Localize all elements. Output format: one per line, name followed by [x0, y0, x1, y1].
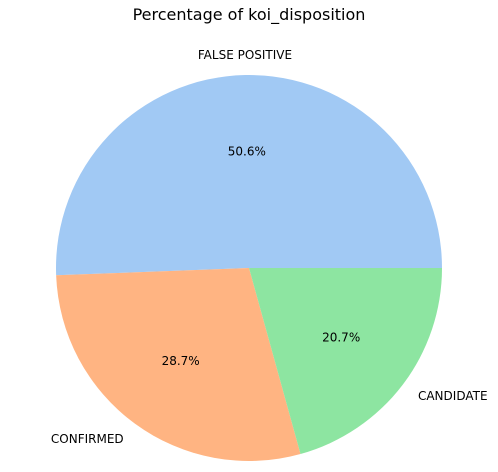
pie-slices	[56, 75, 443, 461]
slice-label-candidate: CANDIDATE	[418, 389, 488, 403]
slice-percent-confirmed: 28.7%	[162, 354, 200, 368]
pie-labels: FALSE POSITIVE 50.6% CONFIRMED 28.7% CANDIDA…	[51, 48, 488, 446]
pie-slice-confirmed	[56, 268, 301, 461]
slice-percent-false-positive: 50.6%	[228, 145, 266, 159]
pie-slice-false-positive	[56, 75, 443, 276]
slice-label-confirmed: CONFIRMED	[51, 432, 124, 446]
chart-title: Percentage of koi_disposition	[133, 5, 366, 25]
slice-percent-candidate: 20.7%	[322, 331, 360, 345]
slice-label-false-positive: FALSE POSITIVE	[198, 48, 292, 62]
pie-slice-candidate	[249, 268, 442, 454]
